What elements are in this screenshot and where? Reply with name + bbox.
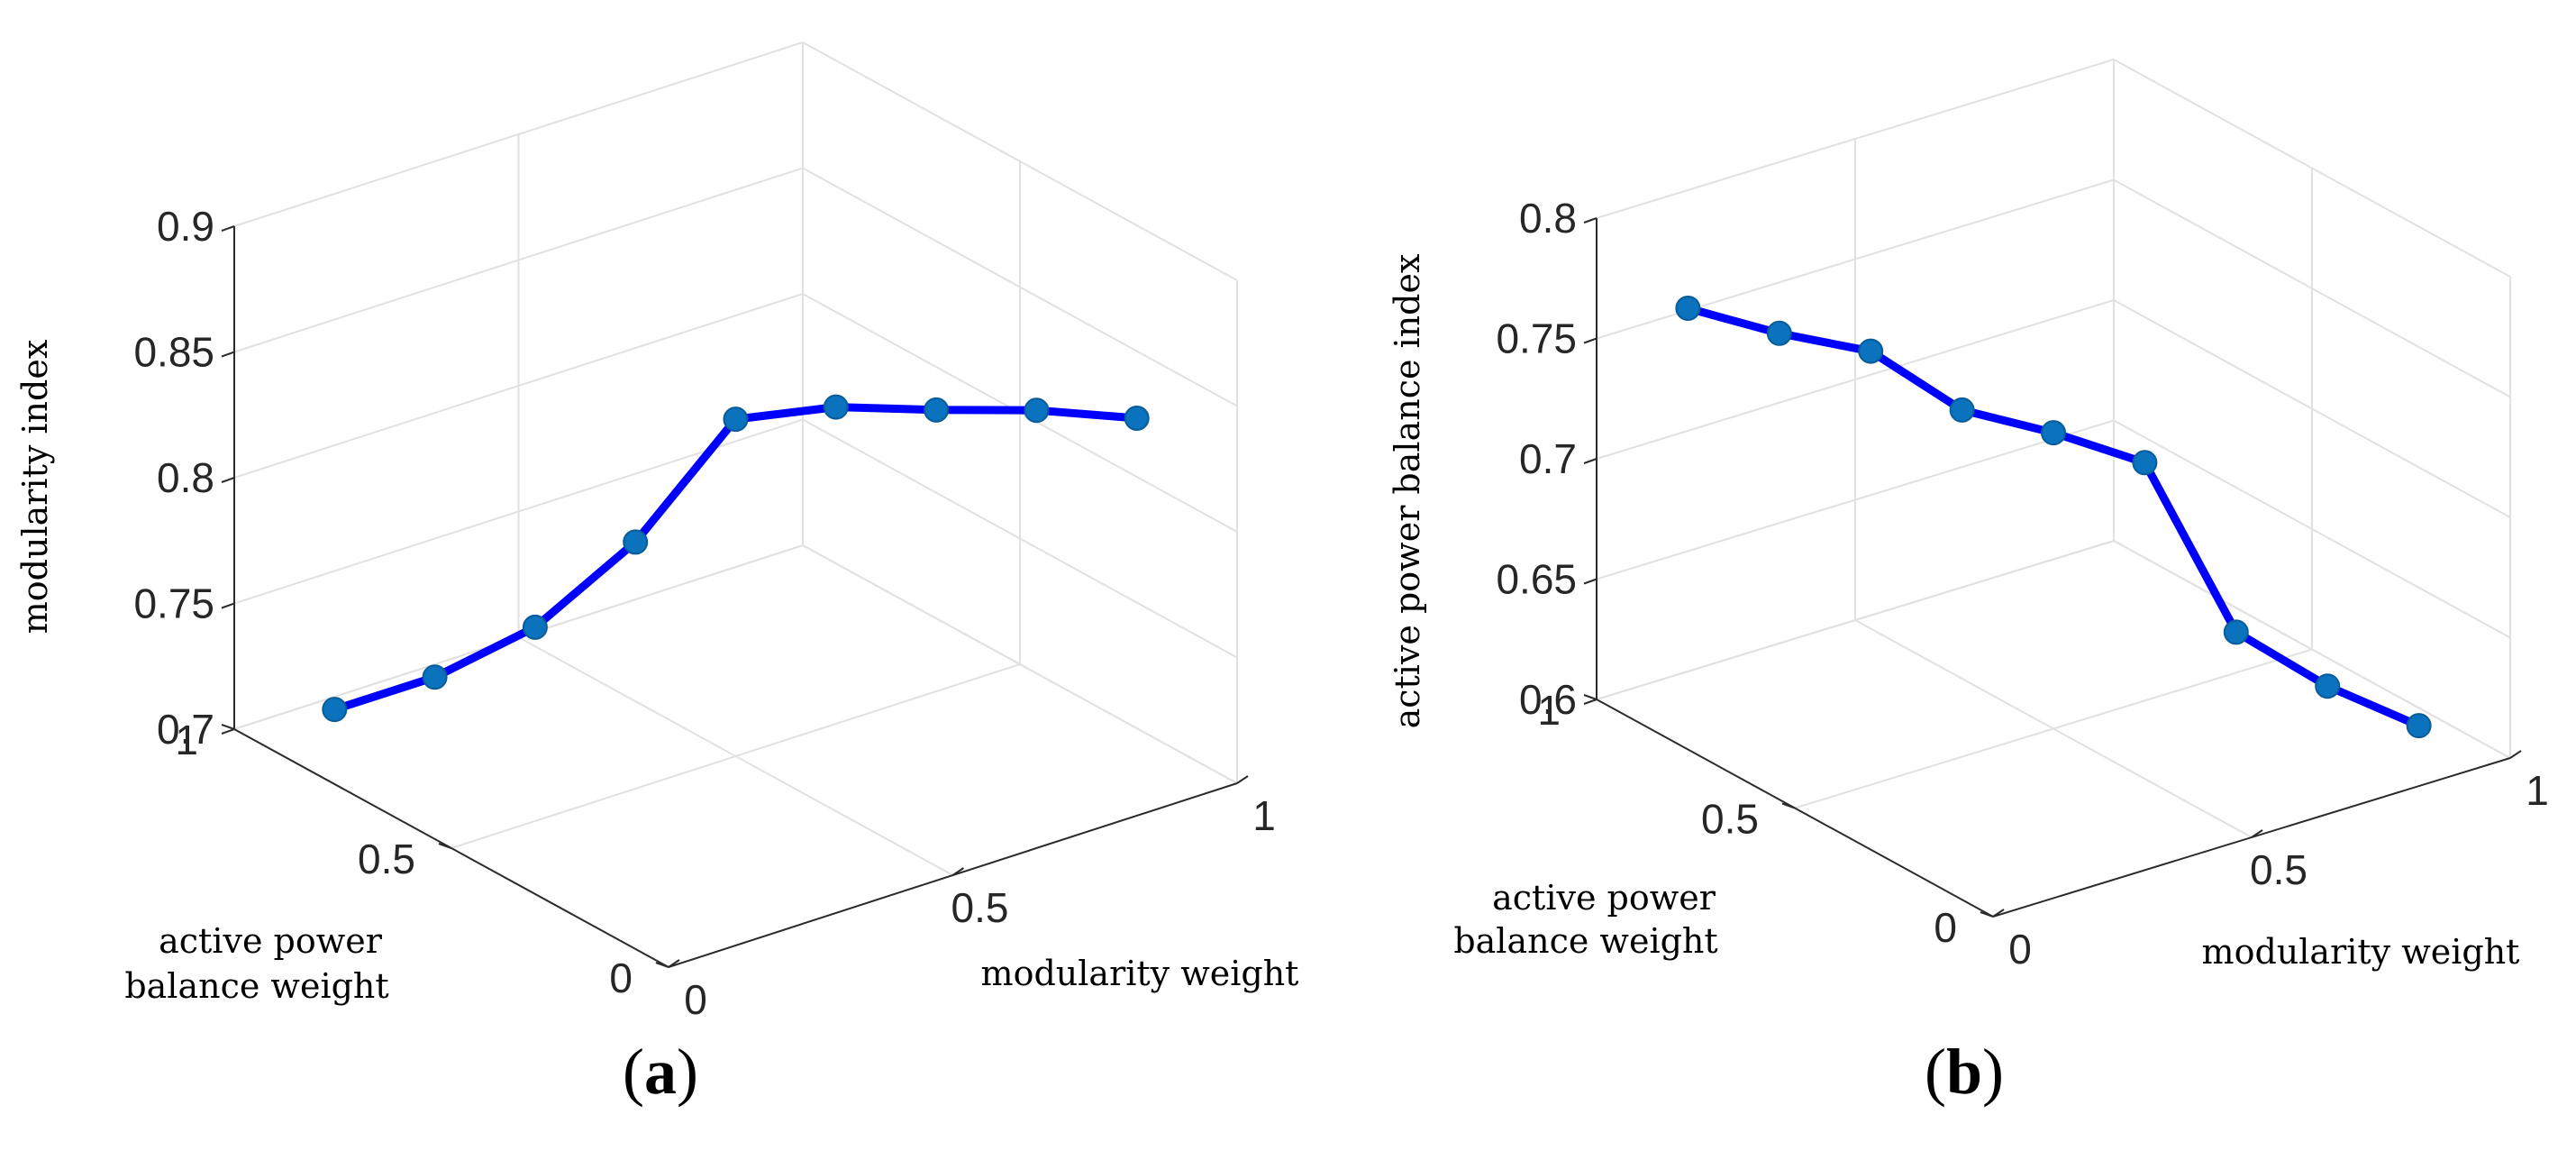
z-tick-mark xyxy=(221,351,235,358)
y-tick-mark xyxy=(655,962,669,968)
data-point xyxy=(623,529,649,555)
y-axis-label-line: balance weight xyxy=(1453,921,1717,961)
y-tick-mark xyxy=(1583,694,1597,700)
data-point xyxy=(823,394,849,420)
y-tick-label: 1 xyxy=(175,717,198,763)
z-tick-mark xyxy=(221,602,235,609)
data-point xyxy=(723,407,749,433)
x-tick-label: 0 xyxy=(684,976,707,1023)
y-tick-mark xyxy=(438,843,452,849)
x-tick-label: 0 xyxy=(2008,926,2032,973)
data-point xyxy=(322,697,348,723)
y-tick-mark xyxy=(1781,802,1796,809)
data-point xyxy=(2223,619,2249,645)
data-point xyxy=(924,397,950,423)
z-tick-mark xyxy=(221,728,235,735)
data-point xyxy=(2132,450,2158,476)
z-tick-mark xyxy=(221,477,235,483)
series-line xyxy=(330,403,1142,714)
y-tick-mark xyxy=(1980,911,1994,918)
x-tick-label: 1 xyxy=(2526,767,2549,814)
x-axis-label: modularity weight xyxy=(981,954,1299,993)
y-tick-label: 0 xyxy=(1934,904,1957,951)
z-tick-mark xyxy=(1583,699,1597,705)
x-tick-mark xyxy=(668,959,680,968)
panel-caption: (a) xyxy=(623,1036,698,1108)
z-tick-mark xyxy=(1583,578,1597,585)
y-tick-label: 0.5 xyxy=(358,836,415,882)
x-tick-label: 0.5 xyxy=(2250,846,2307,893)
data-point xyxy=(1675,295,1701,321)
grid-line xyxy=(1596,540,2115,700)
z-tick-label: 0.6 xyxy=(1519,676,1577,723)
data-point xyxy=(2315,673,2341,699)
z-tick-label: 0.75 xyxy=(133,580,214,627)
z-tick-label: 0.75 xyxy=(1496,315,1577,362)
data-point xyxy=(2041,420,2066,446)
y-tick-mark xyxy=(221,724,235,730)
z-tick-mark xyxy=(1583,458,1597,464)
caption-letter: a xyxy=(644,1036,677,1108)
z-tick-mark xyxy=(221,225,235,232)
grid xyxy=(233,41,1238,876)
z-tick-label: 0.8 xyxy=(157,454,214,501)
caption-close: ) xyxy=(1982,1036,2004,1108)
data-point xyxy=(1858,338,1884,364)
caption-open: ( xyxy=(1925,1036,1946,1108)
data-point xyxy=(1124,406,1150,432)
panel-caption: (b) xyxy=(1925,1036,2004,1108)
panel-b-chart: 0.6 0.65 0.7 0.75 0.8 0 0.5 1 0 0.5 1 active power … xyxy=(1388,59,2549,1108)
y-axis-label-line: active power xyxy=(159,921,383,961)
z-axis-label: active power balance index xyxy=(1388,254,1427,729)
y-axis-label-line: balance weight xyxy=(124,966,388,1006)
z-tick-label: 0.7 xyxy=(1519,435,1577,482)
x-tick-mark xyxy=(951,867,965,876)
z-tick-label: 0.65 xyxy=(1496,556,1577,603)
panel-a-chart: 0.7 0.75 0.8 0.85 0.9 0 0.5 1 0 0.5 1 modularity in… xyxy=(15,41,1299,1108)
caption-open: ( xyxy=(623,1036,644,1108)
z-tick-mark xyxy=(1583,217,1597,224)
data-point xyxy=(522,614,548,640)
x-axis-label: modularity weight xyxy=(2202,932,2520,972)
caption-letter: b xyxy=(1946,1036,1982,1108)
data-point xyxy=(1949,397,1975,423)
grid-line xyxy=(451,663,1021,849)
z-tick-label: 0.85 xyxy=(133,329,214,376)
data-point xyxy=(1766,320,1792,346)
x-tick-mark xyxy=(1992,909,2005,918)
caption-close: ) xyxy=(677,1036,698,1108)
x-tick-mark xyxy=(1236,775,1249,784)
grid xyxy=(1596,59,2511,838)
x-tick-mark xyxy=(2509,750,2522,759)
z-axis-label: modularity index xyxy=(15,340,55,635)
z-tick-label: 0.8 xyxy=(1519,195,1577,242)
z-tick-label: 0.7 xyxy=(157,706,214,753)
x-tick-label: 1 xyxy=(1252,792,1276,839)
y-axis-label-line: active power xyxy=(1492,878,1716,918)
x-tick-label: 0.5 xyxy=(951,884,1009,931)
y-tick-label: 0.5 xyxy=(1701,796,1759,843)
x-tick-mark xyxy=(2251,829,2263,838)
data-point xyxy=(2406,713,2432,739)
data-point xyxy=(1024,397,1050,424)
z-tick-label: 0.9 xyxy=(157,203,214,250)
z-tick-mark xyxy=(1583,337,1597,344)
data-point xyxy=(422,664,448,690)
grid-line xyxy=(1794,648,2313,809)
y-tick-label: 1 xyxy=(1537,687,1561,734)
y-tick-label: 0 xyxy=(609,955,633,1001)
